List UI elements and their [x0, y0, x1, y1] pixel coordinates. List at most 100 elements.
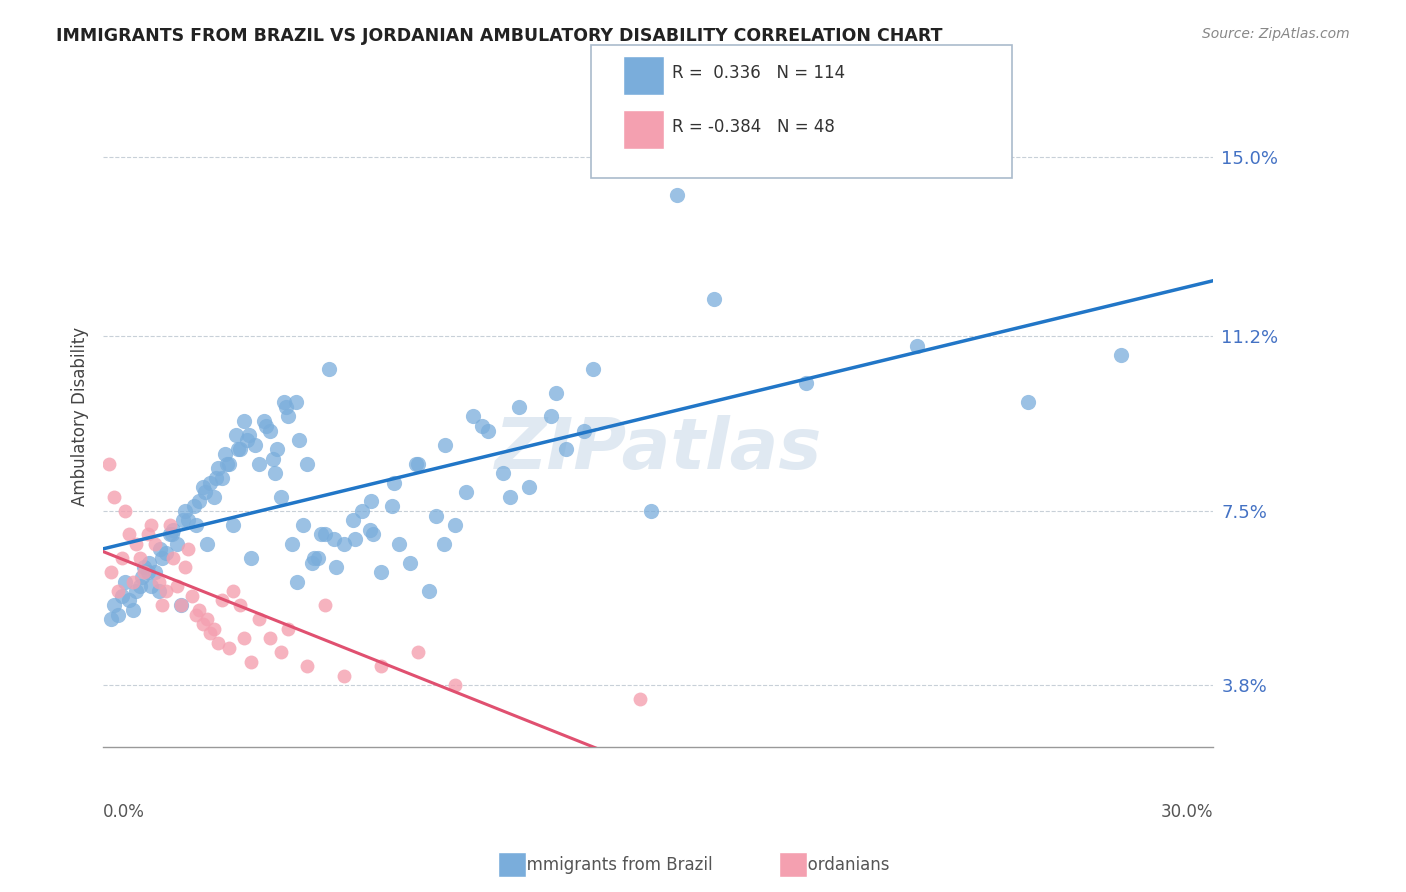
Point	[202, 490, 225, 504]
Text: 0.0%: 0.0%	[103, 803, 145, 822]
Point	[264, 466, 287, 480]
Point	[159, 518, 181, 533]
Point	[238, 428, 260, 442]
Point	[148, 574, 170, 589]
Point	[540, 409, 562, 424]
Point	[508, 400, 530, 414]
Point	[370, 659, 392, 673]
Point	[138, 556, 160, 570]
Point	[150, 551, 173, 566]
Point	[254, 418, 277, 433]
Point	[191, 617, 214, 632]
Point	[492, 466, 515, 480]
Point	[100, 612, 122, 626]
Point	[277, 409, 299, 424]
Point	[471, 418, 494, 433]
Point	[247, 457, 270, 471]
Point	[546, 385, 568, 400]
Point	[243, 438, 266, 452]
Point	[181, 589, 204, 603]
Point	[240, 551, 263, 566]
Point	[211, 471, 233, 485]
Point	[285, 574, 308, 589]
Point	[173, 560, 195, 574]
Point	[270, 490, 292, 504]
Point	[218, 457, 240, 471]
Text: R = -0.384   N = 48: R = -0.384 N = 48	[672, 118, 835, 136]
Point	[554, 442, 576, 457]
Point	[114, 504, 136, 518]
Point	[214, 447, 236, 461]
Point	[323, 532, 346, 546]
Point	[191, 480, 214, 494]
Point	[352, 504, 374, 518]
Point	[236, 433, 259, 447]
Point	[184, 607, 207, 622]
Point	[640, 504, 662, 518]
Point	[177, 513, 200, 527]
Point	[195, 537, 218, 551]
Point	[360, 494, 382, 508]
Point	[382, 475, 405, 490]
Point	[517, 480, 540, 494]
Text: Immigrants from Brazil: Immigrants from Brazil	[506, 856, 713, 874]
Point	[240, 655, 263, 669]
Point	[166, 537, 188, 551]
Point	[302, 551, 325, 566]
Point	[1017, 395, 1039, 409]
Point	[361, 527, 384, 541]
Point	[121, 574, 143, 589]
Point	[207, 461, 229, 475]
Point	[388, 537, 411, 551]
Point	[259, 424, 281, 438]
Point	[332, 669, 354, 683]
Point	[200, 626, 222, 640]
Point	[162, 551, 184, 566]
Point	[129, 579, 152, 593]
Point	[207, 636, 229, 650]
Point	[277, 622, 299, 636]
Point	[232, 414, 254, 428]
Point	[281, 537, 304, 551]
Point	[118, 593, 141, 607]
Point	[107, 584, 129, 599]
Text: Source: ZipAtlas.com: Source: ZipAtlas.com	[1202, 27, 1350, 41]
Point	[136, 527, 159, 541]
Point	[162, 523, 184, 537]
Point	[170, 598, 193, 612]
Point	[325, 560, 347, 574]
Point	[232, 631, 254, 645]
Point	[259, 631, 281, 645]
Point	[183, 499, 205, 513]
Point	[461, 409, 484, 424]
Point	[582, 362, 605, 376]
Point	[172, 513, 194, 527]
Point	[221, 518, 243, 533]
Point	[665, 187, 688, 202]
Point	[399, 556, 422, 570]
Point	[221, 584, 243, 599]
Point	[205, 471, 228, 485]
Point	[262, 451, 284, 466]
Point	[370, 565, 392, 579]
Point	[125, 537, 148, 551]
Point	[200, 475, 222, 490]
Point	[170, 598, 193, 612]
Point	[188, 494, 211, 508]
Point	[121, 603, 143, 617]
Point	[794, 376, 817, 391]
Point	[332, 537, 354, 551]
Point	[184, 518, 207, 533]
Text: R =  0.336   N = 114: R = 0.336 N = 114	[672, 64, 845, 82]
Point	[229, 442, 252, 457]
Point	[343, 532, 366, 546]
Point	[226, 442, 249, 457]
Point	[406, 645, 429, 659]
Point	[111, 589, 134, 603]
Point	[434, 438, 457, 452]
Point	[125, 584, 148, 599]
Text: ZIPatlas: ZIPatlas	[495, 415, 821, 484]
Point	[173, 504, 195, 518]
Point	[141, 518, 163, 533]
Point	[295, 457, 318, 471]
